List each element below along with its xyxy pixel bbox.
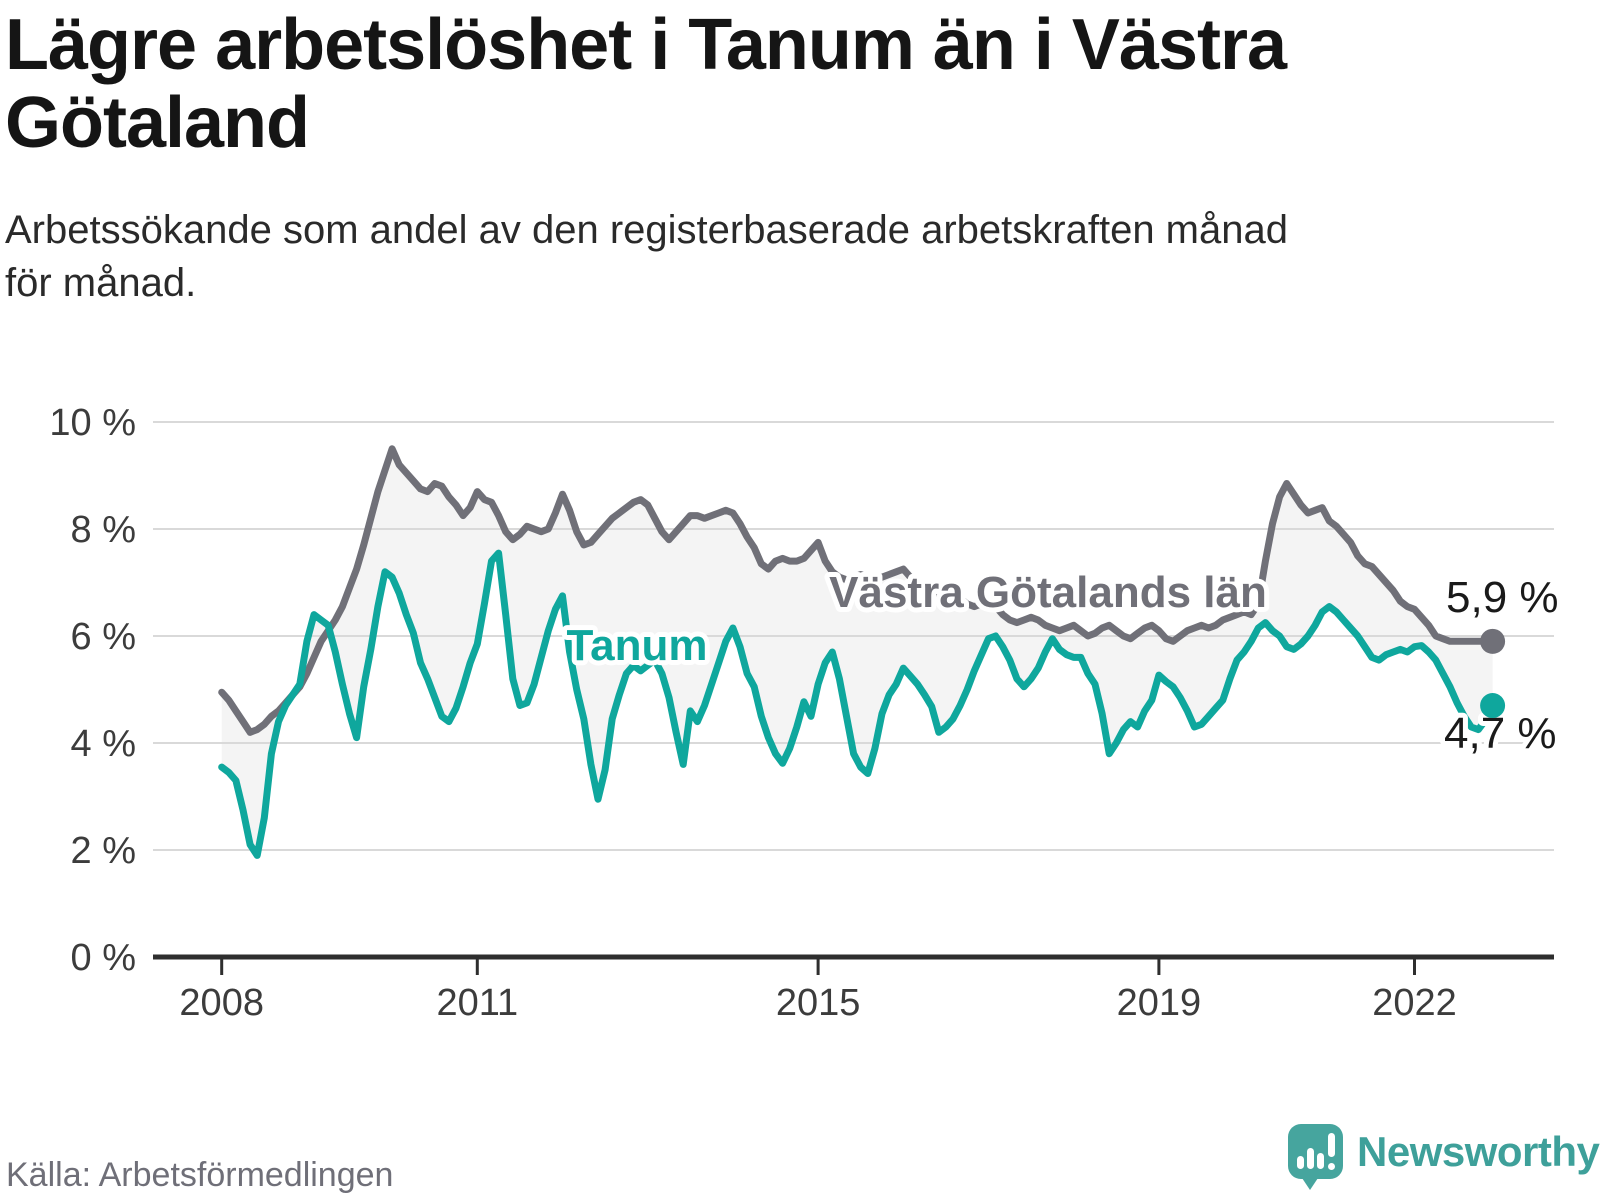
series-label-vastra-gotalands-lan: Västra Götalands län bbox=[829, 568, 1267, 617]
newsworthy-logo: Newsworthy bbox=[1288, 1124, 1600, 1190]
series-end-dot-tanum bbox=[1480, 693, 1506, 719]
title-line-1: Lägre arbetslöshet i Tanum än i Västra bbox=[5, 5, 1287, 85]
x-tick-label-2011: 2011 bbox=[436, 982, 518, 1024]
x-tick-label-2019: 2019 bbox=[1117, 982, 1202, 1024]
subtitle-line-1: Arbetssökande som andel av den registerb… bbox=[5, 208, 1288, 252]
end-value-label-vastra-gotalands-lan: 5,9 % bbox=[1446, 573, 1559, 622]
title-line-2: Götaland bbox=[5, 83, 310, 164]
x-tick-label-2022: 2022 bbox=[1372, 982, 1457, 1024]
y-gridlines bbox=[153, 421, 1554, 851]
y-tick-label-8: 8 % bbox=[71, 509, 136, 551]
series-end-dot-vastra-gotalands-lan bbox=[1480, 628, 1506, 654]
x-tick-label-2008: 2008 bbox=[179, 982, 264, 1024]
page-title: Lägre arbetslöshet i Tanum än i Västra G… bbox=[5, 5, 1287, 164]
y-tick-label-6: 6 % bbox=[71, 616, 136, 658]
series-label-tanum: Tanum bbox=[567, 621, 708, 670]
y-axis-labels: 0 % 2 % 4 % 6 % 8 % 10 % bbox=[49, 402, 136, 979]
y-tick-label-2: 2 % bbox=[71, 830, 136, 872]
end-value-label-tanum: 4,7 % bbox=[1444, 709, 1557, 758]
source-note: Källa: Arbetsförmedlingen bbox=[6, 1156, 394, 1194]
x-tick-label-2015: 2015 bbox=[776, 982, 861, 1024]
series-line-vastra-gotalands-lan bbox=[218, 445, 1497, 736]
y-tick-label-10: 10 % bbox=[49, 402, 136, 444]
bar-chart-speech-bubble-icon bbox=[1288, 1124, 1343, 1190]
y-tick-label-4: 4 % bbox=[71, 723, 136, 765]
newsworthy-wordmark: Newsworthy bbox=[1357, 1127, 1600, 1175]
chart-subtitle: Arbetssökande som andel av den registerb… bbox=[5, 204, 1288, 310]
between-series-band bbox=[221, 448, 1493, 856]
y-tick-label-0: 0 % bbox=[71, 937, 136, 979]
series-line-tanum bbox=[218, 549, 1497, 859]
x-axis-ticks: 2008 2011 2015 2019 2022 bbox=[179, 959, 1457, 1024]
subtitle-line-2: för månad. bbox=[5, 260, 197, 305]
